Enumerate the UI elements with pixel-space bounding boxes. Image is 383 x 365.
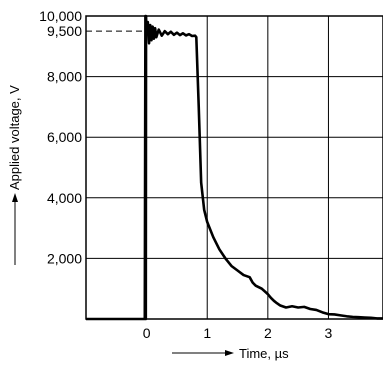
x-tick-label-3: 3 — [325, 325, 333, 341]
y-axis-label-group: Applied voltage, V — [7, 85, 22, 265]
y-tick-label-4,000: 4,000 — [47, 190, 82, 206]
y-tick-label-6,000: 6,000 — [47, 129, 82, 145]
y-axis-label: Applied voltage, V — [7, 85, 22, 190]
x-tick-label-1: 1 — [203, 325, 211, 341]
x-tick-label-0: 0 — [143, 325, 151, 341]
x-axis-label: Time, µs — [239, 346, 289, 361]
y-tick-label-2,000: 2,000 — [47, 250, 82, 266]
y-tick-label-10,000: 10,000 — [39, 8, 82, 24]
plot-frame — [85, 15, 383, 320]
x-tick-label-2: 2 — [264, 325, 272, 341]
y-tick-label-8,000: 8,000 — [47, 69, 82, 85]
y-tick-label-9,500: 9,500 — [47, 23, 82, 39]
series-layer — [86, 14, 383, 321]
x-axis-label-group: Time, µs — [172, 346, 289, 361]
grid — [86, 16, 383, 319]
x-tick-labels: 0 1 2 3 — [143, 325, 333, 341]
y-axis-arrow-head — [12, 193, 18, 202]
series-line-0 — [86, 14, 383, 321]
x-axis-arrow-head — [225, 350, 234, 356]
